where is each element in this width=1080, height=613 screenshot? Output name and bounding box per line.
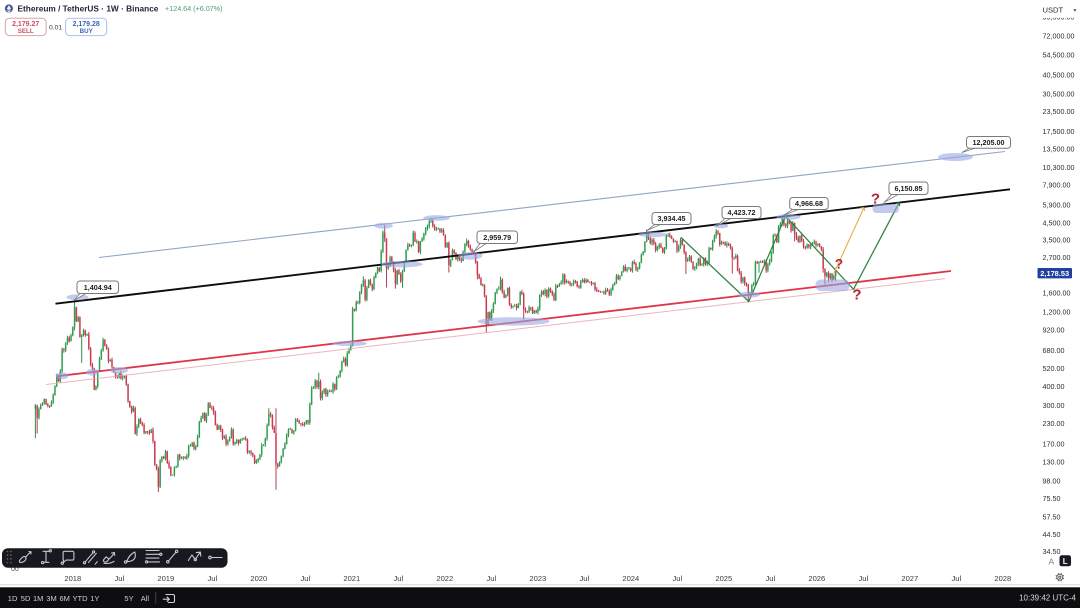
svg-text:6,150.85: 6,150.85 [895,184,923,193]
svg-text:170.00: 170.00 [1043,439,1065,448]
svg-text:44.50: 44.50 [1043,530,1061,539]
svg-text:4,500.00: 4,500.00 [1043,219,1071,228]
svg-text:72,000.00: 72,000.00 [1043,32,1075,41]
svg-text:YTD: YTD [73,594,89,603]
svg-text:300.00: 300.00 [1043,401,1065,410]
svg-text:1,200.00: 1,200.00 [1043,308,1071,317]
svg-text:57.50: 57.50 [1043,513,1061,522]
svg-text:?: ? [852,287,861,304]
svg-text:Jul: Jul [579,574,589,583]
svg-text:Jul: Jul [207,574,217,583]
svg-text:920.00: 920.00 [1043,326,1065,335]
svg-text:4,966.68: 4,966.68 [795,199,823,208]
svg-text:0.01: 0.01 [49,24,62,31]
svg-text:2,178.53: 2,178.53 [1040,269,1069,278]
svg-text:00: 00 [11,566,19,573]
svg-text:3M: 3M [46,594,56,603]
svg-text:SELL: SELL [18,28,34,35]
svg-text:All: All [141,594,150,603]
svg-text:Jul: Jul [114,574,124,583]
svg-text:7,900.00: 7,900.00 [1043,181,1071,190]
svg-text:Jul: Jul [765,574,775,583]
svg-text:Ethereum / TetherUS · 1W · Bin: Ethereum / TetherUS · 1W · Binance [18,3,159,13]
svg-text:6M: 6M [59,594,69,603]
svg-text:Jul: Jul [393,574,403,583]
svg-text:54,500.00: 54,500.00 [1043,51,1075,60]
svg-text:2023: 2023 [529,574,546,583]
svg-text:2,959.79: 2,959.79 [483,233,511,242]
svg-text:13,500.00: 13,500.00 [1043,145,1075,154]
svg-text:17,500.00: 17,500.00 [1043,127,1075,136]
svg-text:75.50: 75.50 [1043,494,1061,503]
svg-text:1M: 1M [33,594,43,603]
svg-text:Jul: Jul [672,574,682,583]
svg-text:1Y: 1Y [90,594,99,603]
svg-text:1D: 1D [8,594,18,603]
svg-text:A: A [1049,557,1055,567]
svg-text:BUY: BUY [80,28,94,35]
svg-text:L: L [1063,557,1068,566]
svg-text:130.00: 130.00 [1043,458,1065,467]
svg-text:2,179.27: 2,179.27 [12,21,39,28]
svg-text:5D: 5D [21,594,31,603]
svg-text:2024: 2024 [622,574,639,583]
svg-text:23,500.00: 23,500.00 [1043,107,1075,116]
svg-text:2025: 2025 [715,574,732,583]
svg-text:?: ? [835,257,843,272]
svg-text:3,934.45: 3,934.45 [658,214,686,223]
svg-text:+124.64 (+6.07%): +124.64 (+6.07%) [165,4,223,13]
svg-text:400.00: 400.00 [1043,382,1065,391]
svg-text:2018: 2018 [64,574,81,583]
svg-text:1,404.94: 1,404.94 [84,283,112,292]
svg-text:98.00: 98.00 [1043,477,1061,486]
svg-text:2027: 2027 [901,574,918,583]
svg-text:10,300.00: 10,300.00 [1043,163,1075,172]
svg-text:Jul: Jul [486,574,496,583]
svg-text:520.00: 520.00 [1043,364,1065,373]
svg-text:5Y: 5Y [124,594,133,603]
svg-text:1,600.00: 1,600.00 [1043,288,1071,297]
svg-text:5,900.00: 5,900.00 [1043,200,1071,209]
svg-text:30,500.00: 30,500.00 [1043,90,1075,99]
svg-text:2021: 2021 [343,574,360,583]
svg-text:230.00: 230.00 [1043,419,1065,428]
svg-text:34.50: 34.50 [1043,547,1061,556]
svg-text:4,423.72: 4,423.72 [728,208,756,217]
svg-text:2,700.00: 2,700.00 [1043,253,1071,262]
svg-text:40,500.00: 40,500.00 [1043,71,1075,80]
svg-text:Jul: Jul [858,574,868,583]
svg-text:2026: 2026 [808,574,825,583]
svg-text:2020: 2020 [250,574,267,583]
svg-text:10:39:42 UTC-4: 10:39:42 UTC-4 [1019,594,1076,603]
svg-text:680.00: 680.00 [1043,346,1065,355]
svg-text:2022: 2022 [436,574,453,583]
svg-text:Jul: Jul [951,574,961,583]
svg-text:USDT: USDT [1043,5,1064,14]
svg-text:2019: 2019 [157,574,174,583]
svg-text:?: ? [871,191,880,208]
svg-text:Jul: Jul [300,574,310,583]
svg-text:3,500.00: 3,500.00 [1043,236,1071,245]
svg-text:12,205.00: 12,205.00 [973,138,1005,147]
svg-text:2028: 2028 [994,574,1011,583]
svg-text:2,179.28: 2,179.28 [73,21,100,28]
